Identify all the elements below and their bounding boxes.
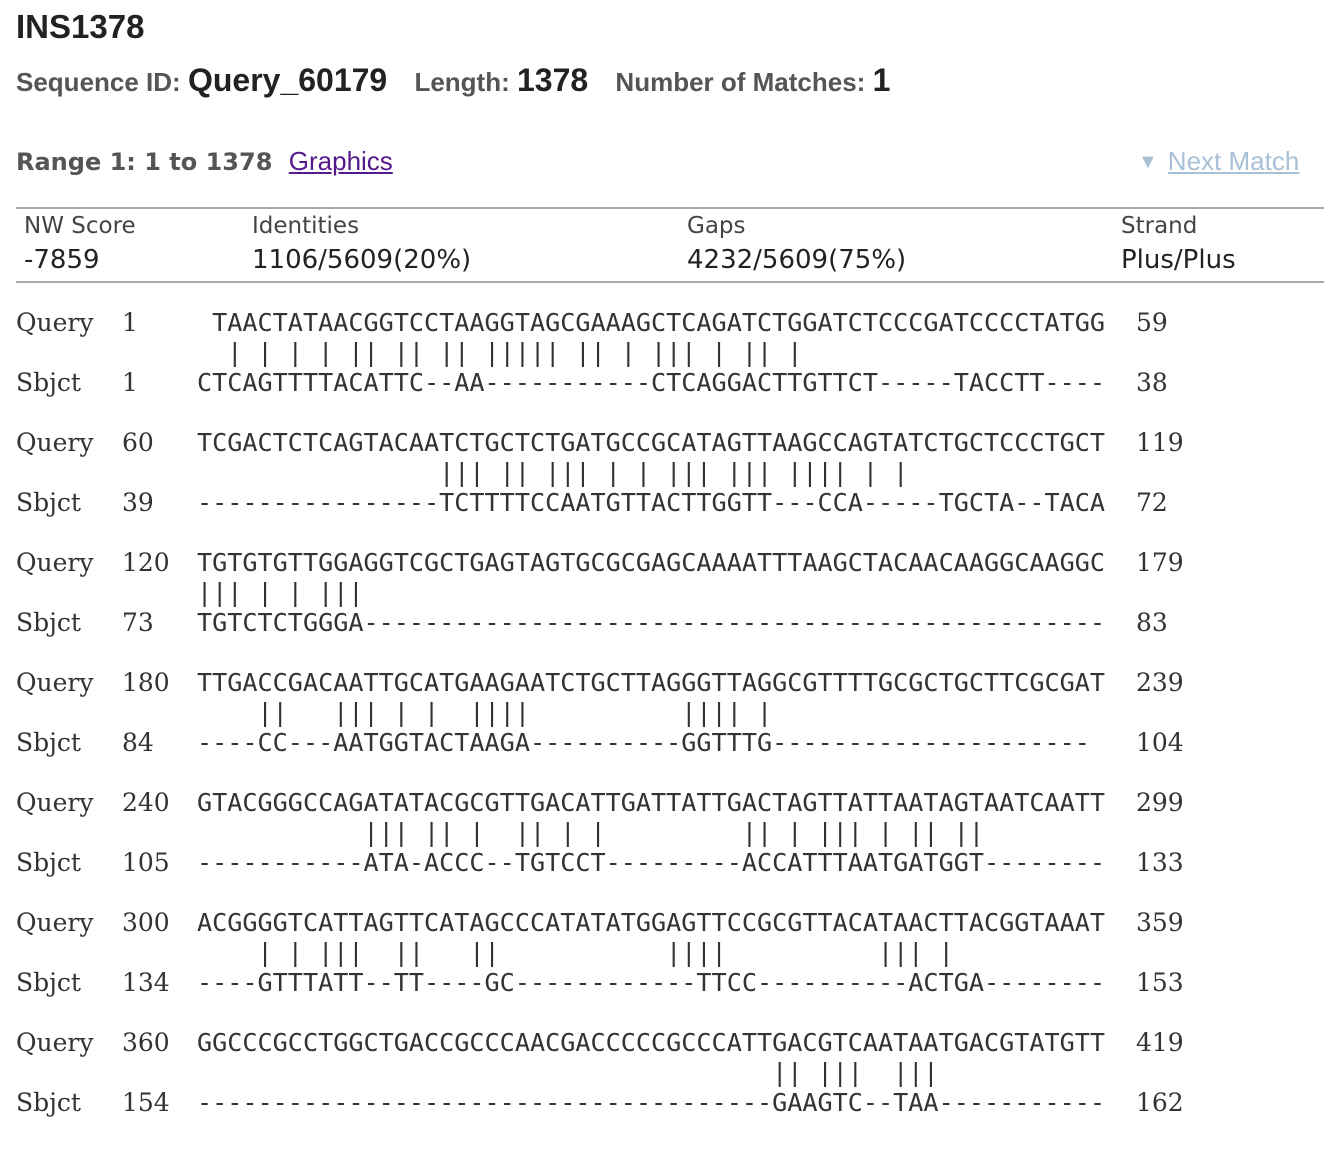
query-end: 59 [1136,308,1168,337]
sbjct-label: Sbjct [16,368,81,397]
length-label: Length: [414,67,510,97]
sbjct-sequence: ----CC---AATGGTACTAAGA----------GGTTTG--… [197,728,1090,757]
query-start: 360 [122,1028,170,1057]
query-sequence: GTACGGGCCAGATATACGCGTTGACATTGATTATTGACTA… [197,788,1106,817]
sbjct-start: 73 [122,608,154,637]
query-end: 179 [1136,548,1184,577]
sequence-id-label: Sequence ID: [16,67,181,97]
matches-label: Number of Matches: [615,67,866,97]
query-sequence: TTGACCGACAATTGCATGAAGAATCTGCTTAGGGTTAGGC… [197,668,1106,697]
strand-value: Plus/Plus [1121,245,1236,275]
sbjct-sequence: -----------ATA-ACCC--TGTCCT---------ACCA… [197,848,1106,877]
sbjct-label: Sbjct [16,608,81,637]
sbjct-end: 162 [1136,1088,1184,1117]
query-label: Query [16,668,94,697]
sbjct-end: 38 [1136,368,1168,397]
sbjct-sequence: ----GTTTATT--TT----GC------------TTCC---… [197,968,1106,997]
sequence-summary: Sequence ID: Query_60179 Length: 1378 Nu… [16,62,910,99]
gaps-value: 4232/5609(75%) [687,245,907,275]
sbjct-end: 104 [1136,728,1184,757]
match-sequence: | | ||| || || |||| ||| | [197,938,954,967]
query-label: Query [16,428,94,457]
gaps-stat: Gaps 4232/5609(75%) [687,213,906,275]
range-label: Range 1: 1 to 1378 [16,148,273,176]
query-label: Query [16,908,94,937]
query-sequence: TAACTATAACGGTCCTAAGGTAGCGAAAGCTCAGATCTGG… [197,308,1106,337]
sbjct-label: Sbjct [16,728,81,757]
sbjct-start: 39 [122,488,154,517]
graphics-link[interactable]: Graphics [288,146,393,176]
sbjct-sequence: TGTCTCTGGGA-----------------------------… [197,608,1106,637]
strand-stat: Strand Plus/Plus [1121,213,1236,275]
sbjct-sequence: --------------------------------------GA… [197,1088,1106,1117]
sbjct-start: 1 [122,368,138,397]
identities-value: 1106/5609(20%) [252,245,472,275]
matches-value: 1 [872,62,891,98]
match-sequence: ||| || | || | | || | ||| | || || [197,818,984,847]
query-sequence: TGTGTGTTGGAGGTCGCTGAGTAGTGCGCGAGCAAAATTT… [197,548,1106,577]
sbjct-label: Sbjct [16,1088,81,1117]
match-sequence: || ||| | | |||| |||| | [197,698,773,727]
sbjct-end: 83 [1136,608,1168,637]
query-label: Query [16,788,94,817]
match-sequence: ||| | | ||| [197,578,364,607]
gaps-label: Gaps [687,213,746,239]
query-sequence: GGCCCGCCTGGCTGACCGCCCAACGACCCCCGCCCATTGA… [197,1028,1106,1057]
match-sequence: | | | | || || || ||||| || | ||| | || | [197,338,803,367]
sbjct-sequence: ----------------TCTTTTCCAATGTTACTTGGTT--… [197,488,1106,517]
query-end: 419 [1136,1028,1184,1057]
sbjct-end: 133 [1136,848,1184,877]
score-stat: NW Score -7859 [24,213,136,275]
query-label: Query [16,308,94,337]
query-start: 180 [122,668,170,697]
query-end: 239 [1136,668,1184,697]
next-match-label: Next Match [1167,146,1300,176]
sbjct-start: 134 [122,968,170,997]
sbjct-start: 154 [122,1088,170,1117]
query-label: Query [16,1028,94,1057]
query-start: 1 [122,308,138,337]
next-match-link[interactable]: ▼ Next Match [1138,146,1299,177]
sbjct-label: Sbjct [16,848,81,877]
query-end: 359 [1136,908,1184,937]
alignment-stats: NW Score -7859 Identities 1106/5609(20%)… [16,207,1324,283]
length-value: 1378 [517,62,589,98]
score-label: NW Score [24,213,136,239]
query-start: 240 [122,788,170,817]
query-start: 120 [122,548,170,577]
query-end: 299 [1136,788,1184,817]
sbjct-start: 84 [122,728,154,757]
sbjct-start: 105 [122,848,170,877]
sequence-id-value: Query_60179 [187,62,388,98]
sbjct-label: Sbjct [16,488,81,517]
sbjct-label: Sbjct [16,968,81,997]
sbjct-end: 72 [1136,488,1168,517]
query-sequence: TCGACTCTCAGTACAATCTGCTCTGATGCCGCATAGTTAA… [197,428,1106,457]
identities-label: Identities [252,213,360,239]
sbjct-sequence: CTCAGTTTTACATTC--AA-----------CTCAGGACTT… [197,368,1106,397]
score-value: -7859 [24,245,100,275]
match-sequence: ||| || ||| | | ||| ||| |||| | | [197,458,909,487]
query-start: 60 [122,428,154,457]
query-label: Query [16,548,94,577]
query-sequence: ACGGGGTCATTAGTTCATAGCCCATATATGGAGTTCCGCG… [197,908,1106,937]
page-title: INS1378 [16,8,145,45]
match-sequence: || ||| ||| [197,1058,939,1087]
triangle-down-icon: ▼ [1138,151,1158,173]
query-end: 119 [1136,428,1184,457]
range-header: Range 1: 1 to 1378 Graphics [16,146,393,177]
sbjct-end: 153 [1136,968,1184,997]
query-start: 300 [122,908,170,937]
identities-stat: Identities 1106/5609(20%) [252,213,471,275]
strand-label: Strand [1121,213,1198,239]
